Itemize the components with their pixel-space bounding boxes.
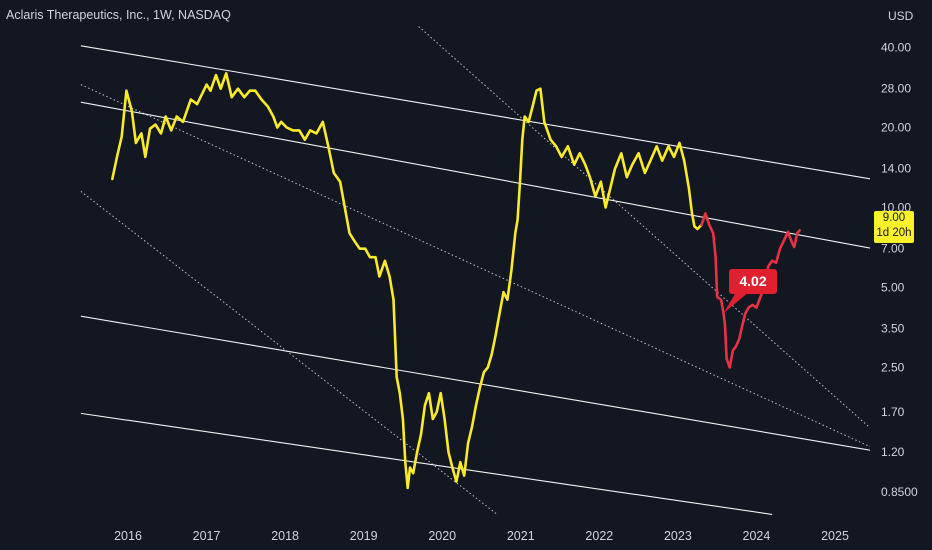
dotted-trend-line-5	[418, 26, 870, 429]
currency-label: USD	[888, 9, 914, 23]
y-tick-label: 28.00	[881, 82, 911, 96]
x-tick-label: 2023	[664, 529, 692, 543]
bar-countdown: 1d 20h	[876, 227, 912, 239]
y-axis: 0.8500 1.20 1.70 2.50 3.50 5.00 7.00 10.00 14.00…	[881, 41, 918, 500]
x-tick-label: 2016	[114, 529, 142, 543]
x-tick-label: 2021	[507, 529, 535, 543]
channel-line-3	[80, 412, 773, 515]
y-tick-label: 1.20	[881, 445, 905, 459]
price-series	[111, 72, 801, 490]
y-tick-label: 20.00	[881, 120, 911, 134]
x-tick-label: 2017	[193, 529, 221, 543]
channel-line-1	[80, 101, 870, 249]
last-price-value: 9.00	[882, 212, 906, 224]
price-series-line-1	[700, 212, 801, 369]
annotation-pointer	[723, 293, 748, 314]
channel-line-0	[80, 45, 870, 180]
dotted-trend-line-6	[80, 190, 498, 515]
x-tick-label: 2020	[428, 529, 456, 543]
chart-title: Aclaris Therapeutics, Inc., 1W, NASDAQ	[6, 8, 231, 22]
price-annotation[interactable]: 4.02	[729, 269, 777, 294]
annotation-pointer-tip	[723, 293, 748, 314]
y-tick-label: 1.70	[881, 405, 905, 419]
y-tick-label: 7.00	[881, 242, 905, 256]
x-tick-label: 2022	[585, 529, 613, 543]
y-tick-label: 10.00	[881, 200, 911, 214]
y-tick-label: 40.00	[881, 41, 911, 55]
y-tick-label: 3.50	[881, 322, 905, 336]
y-tick-label: 5.00	[881, 280, 905, 294]
y-tick-label: 2.50	[881, 360, 905, 374]
x-tick-label: 2025	[821, 529, 849, 543]
x-tick-label: 2018	[271, 529, 299, 543]
y-tick-label: 14.00	[881, 162, 911, 176]
dotted-trend-line-4	[80, 84, 870, 448]
y-tick-label: 0.8500	[881, 485, 918, 499]
x-tick-label: 2024	[743, 529, 771, 543]
last-price-label[interactable]: 9.00 1d 20h	[874, 211, 914, 243]
x-axis: 2016 2017 2018 2019 2020 2021 2022 2023 2024 2025	[114, 529, 849, 543]
price-series-line-0	[111, 72, 703, 490]
x-tick-label: 2019	[350, 529, 378, 543]
